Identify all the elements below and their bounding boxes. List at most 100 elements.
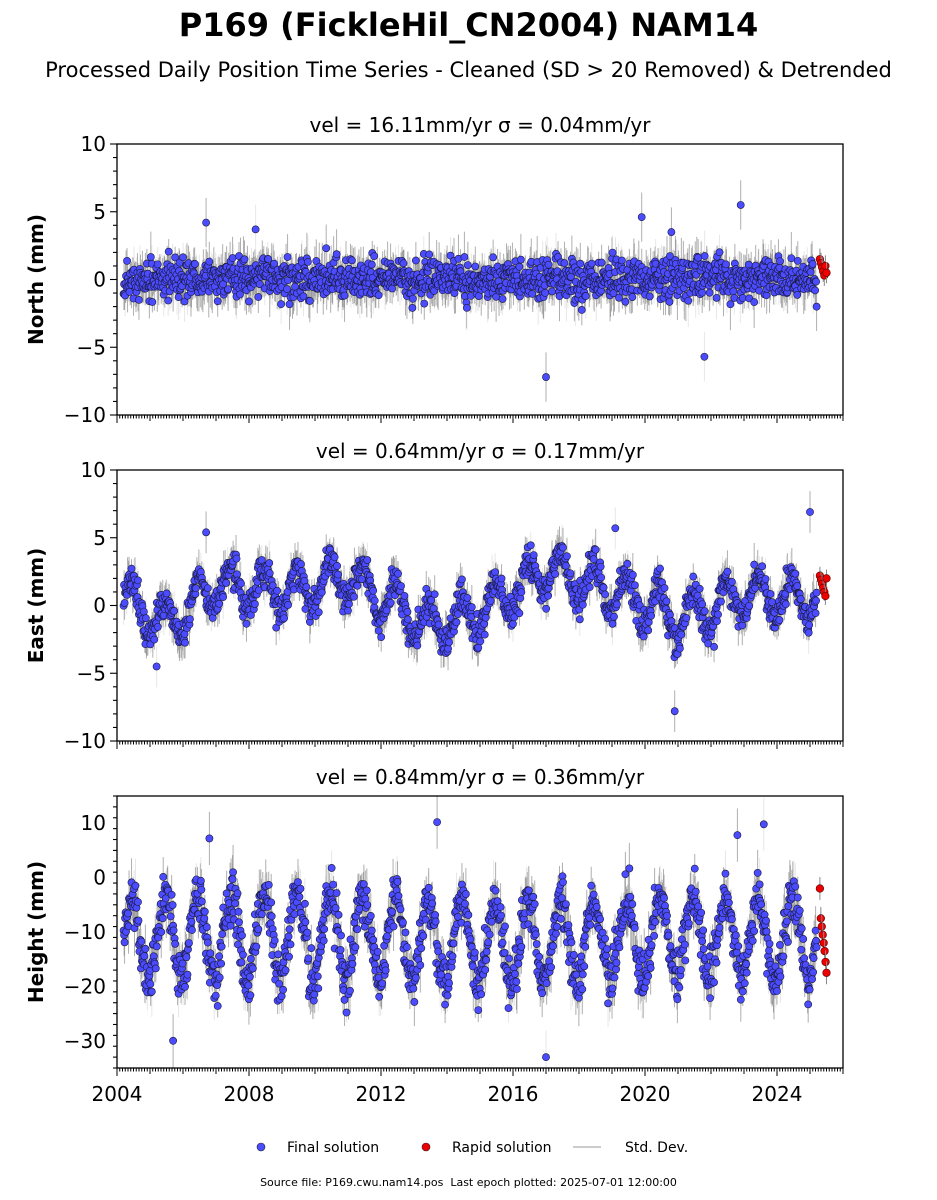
final-solution-point bbox=[348, 256, 356, 265]
final-solution-point bbox=[474, 292, 483, 300]
final-solution-point bbox=[577, 306, 586, 314]
final-solution-point bbox=[729, 287, 738, 296]
chart-title: P169 (FickleHil_CN2004) NAM14 bbox=[178, 6, 759, 44]
final-solution-point bbox=[273, 586, 282, 595]
final-solution-point bbox=[251, 225, 260, 234]
final-solution-point bbox=[257, 556, 266, 564]
final-solution-point bbox=[793, 256, 802, 265]
final-solution-point bbox=[284, 601, 292, 609]
final-solution-point bbox=[408, 294, 417, 303]
final-solution-point bbox=[700, 352, 709, 361]
final-solution-point bbox=[334, 570, 342, 579]
y-tick-label: 5 bbox=[93, 200, 106, 224]
y-tick-label: −10 bbox=[64, 403, 106, 427]
final-solution-point bbox=[150, 635, 159, 644]
final-solution-point bbox=[254, 293, 263, 301]
final-solution-point bbox=[665, 297, 674, 306]
final-solution-point bbox=[123, 256, 131, 265]
final-solution-point bbox=[120, 599, 129, 607]
y-tick-label: −5 bbox=[77, 335, 106, 359]
final-solution-point bbox=[283, 253, 292, 261]
final-solution-point bbox=[285, 300, 294, 309]
final-solution-points bbox=[119, 508, 821, 716]
final-solution-point bbox=[232, 554, 241, 563]
final-solution-point bbox=[270, 259, 279, 268]
final-solution-point bbox=[135, 295, 143, 304]
final-solution-point bbox=[515, 262, 524, 271]
final-solution-point bbox=[618, 256, 626, 265]
panel-plot-area bbox=[119, 491, 831, 733]
final-solution-point bbox=[408, 304, 417, 312]
final-solution-point bbox=[333, 561, 341, 570]
final-solution-point bbox=[265, 559, 274, 567]
final-solution-point bbox=[548, 287, 556, 296]
final-solution-point bbox=[255, 280, 264, 289]
final-solution-point bbox=[146, 253, 155, 261]
final-solution-point bbox=[228, 254, 237, 262]
final-solution-point bbox=[299, 292, 308, 301]
final-solution-point bbox=[224, 285, 233, 294]
final-solution-points bbox=[119, 201, 821, 381]
final-solution-point bbox=[528, 289, 537, 298]
final-solution-point bbox=[399, 259, 408, 268]
final-solution-point bbox=[542, 373, 550, 381]
final-solution-point bbox=[738, 294, 747, 302]
final-solution-point bbox=[471, 262, 480, 271]
final-solution-point bbox=[367, 260, 376, 269]
final-solution-point bbox=[744, 260, 753, 269]
final-solution-point bbox=[237, 579, 245, 588]
final-solution-point bbox=[787, 254, 796, 263]
final-solution-point bbox=[700, 252, 709, 260]
final-solution-point bbox=[776, 257, 784, 266]
final-solution-point bbox=[576, 259, 585, 268]
final-solution-point bbox=[302, 583, 311, 591]
chart-subtitle: Processed Daily Position Time Series - C… bbox=[45, 58, 892, 82]
final-solution-point bbox=[265, 569, 274, 578]
final-solution-point bbox=[250, 600, 259, 608]
final-solution-point bbox=[808, 260, 817, 268]
final-solution-point bbox=[344, 606, 352, 615]
final-solution-point bbox=[202, 218, 210, 227]
final-solution-point bbox=[812, 277, 821, 286]
final-solution-point bbox=[240, 255, 249, 264]
final-solution-point bbox=[222, 579, 231, 587]
final-solution-point bbox=[736, 201, 745, 209]
final-solution-point bbox=[597, 258, 606, 267]
final-solution-point bbox=[203, 584, 212, 593]
final-solution-point bbox=[463, 261, 472, 269]
rapid-solution-point bbox=[821, 261, 830, 271]
final-solution-point bbox=[726, 300, 735, 309]
final-solution-point bbox=[153, 623, 162, 631]
final-solution-point bbox=[264, 255, 273, 263]
final-solution-point bbox=[715, 248, 724, 257]
final-solution-point bbox=[812, 302, 821, 311]
final-solution-point bbox=[127, 564, 136, 573]
final-solution-point bbox=[705, 288, 714, 297]
final-solution-point bbox=[164, 296, 173, 305]
final-solution-point bbox=[322, 244, 331, 253]
final-solution-point bbox=[684, 296, 693, 305]
final-solution-point bbox=[615, 293, 623, 302]
y-tick-label: 10 bbox=[81, 132, 106, 156]
final-solution-point bbox=[516, 255, 525, 264]
final-solution-point bbox=[608, 248, 617, 257]
final-solution-point bbox=[628, 293, 637, 301]
final-solution-point bbox=[793, 290, 802, 299]
final-solution-point bbox=[280, 614, 288, 623]
y-tick-label: 0 bbox=[93, 268, 106, 292]
final-solution-point bbox=[544, 260, 553, 269]
final-solution-point bbox=[164, 247, 173, 256]
final-solution-point bbox=[374, 291, 383, 300]
final-solution-point bbox=[171, 253, 180, 262]
final-solution-point bbox=[722, 260, 730, 269]
final-solution-point bbox=[489, 253, 498, 262]
final-solution-point bbox=[236, 290, 244, 299]
final-solution-point bbox=[581, 292, 590, 300]
final-solution-point bbox=[645, 292, 654, 301]
panel-plot-area bbox=[119, 180, 831, 402]
final-solution-point bbox=[637, 213, 646, 222]
final-solution-point bbox=[213, 297, 222, 306]
final-solution-point bbox=[134, 576, 142, 585]
